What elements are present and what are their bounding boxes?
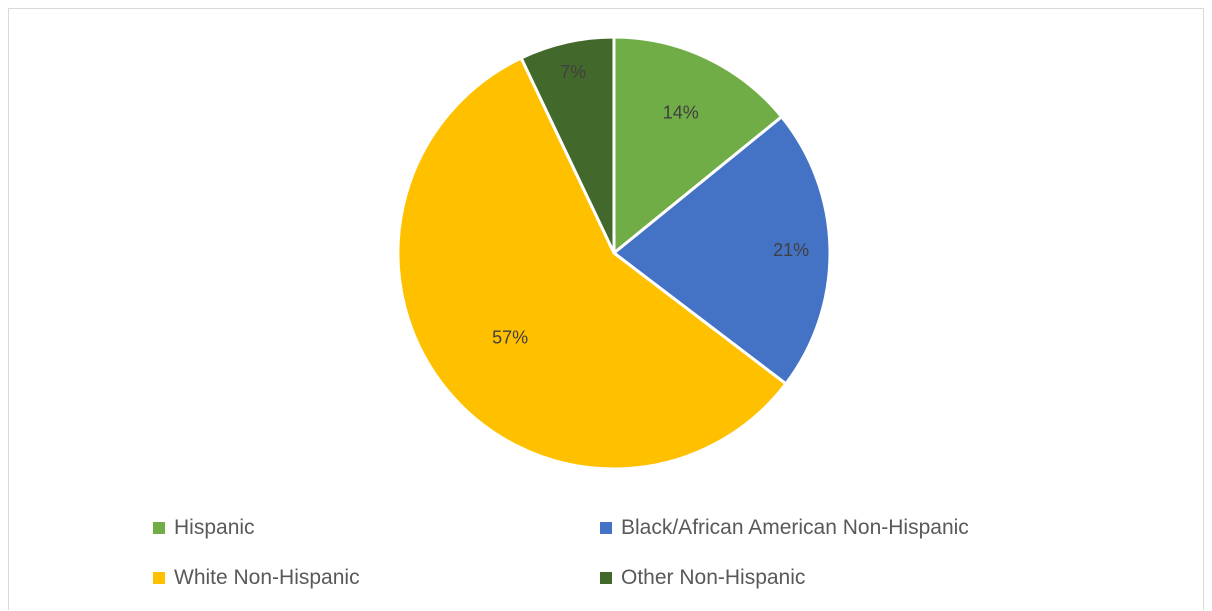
pie-slice-hispanic <box>612 35 784 255</box>
pie-slice-labels: 14% 21% 57% 7% <box>492 62 809 348</box>
pie-label-hispanic: 14% <box>663 103 699 123</box>
pie-slices <box>396 35 832 471</box>
pie-label-black-african-american-non-hispanic: 21% <box>773 240 809 260</box>
pie-label-white-non-hispanic: 57% <box>492 327 528 347</box>
chart-frame <box>8 8 1204 610</box>
pie-slice-white-non-hispanic <box>396 56 788 471</box>
pie-label-other-non-hispanic: 7% <box>560 62 586 82</box>
pie-slice-other-non-hispanic <box>519 35 616 255</box>
pie-slice-black-african-american-non-hispanic <box>612 115 832 386</box>
